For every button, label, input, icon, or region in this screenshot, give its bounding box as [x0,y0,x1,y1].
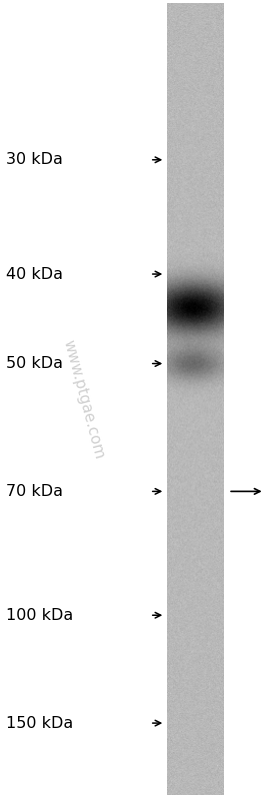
Text: 150 kDa: 150 kDa [6,716,73,730]
Text: 50 kDa: 50 kDa [6,356,63,371]
Text: 70 kDa: 70 kDa [6,484,63,499]
Text: 30 kDa: 30 kDa [6,153,62,167]
Text: www.ptgae.com: www.ptgae.com [61,338,107,461]
Text: 100 kDa: 100 kDa [6,608,73,622]
Text: 40 kDa: 40 kDa [6,267,63,281]
